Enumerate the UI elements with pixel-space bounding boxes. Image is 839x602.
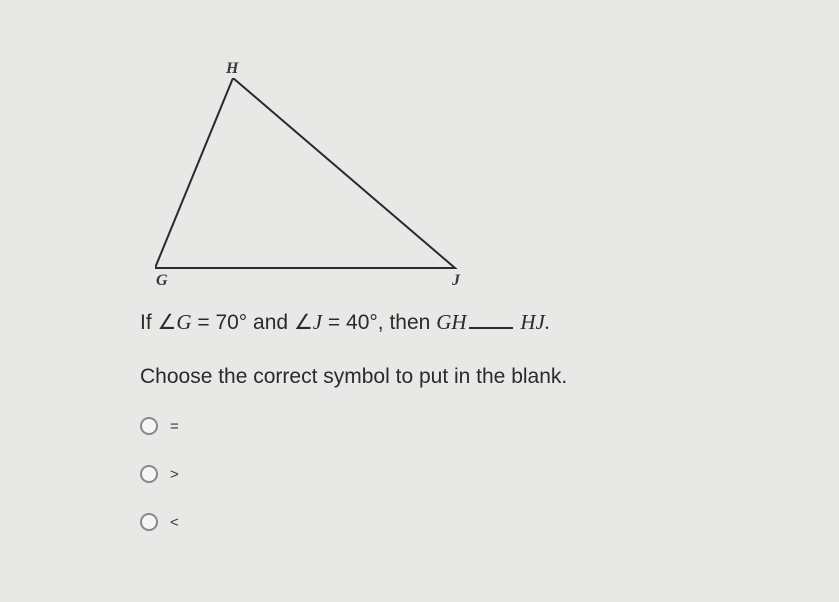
triangle-svg bbox=[155, 78, 475, 278]
angle-var-g: G bbox=[176, 310, 191, 334]
angle-symbol-2: ∠ bbox=[294, 310, 313, 334]
option-symbol-less: < bbox=[170, 514, 179, 531]
triangle-shape bbox=[155, 78, 455, 268]
angle-var-j: J bbox=[313, 310, 322, 334]
side-gh: GH bbox=[436, 310, 466, 334]
radio-icon[interactable] bbox=[140, 513, 158, 531]
text-then: , then bbox=[378, 311, 436, 334]
option-symbol-greater: > bbox=[170, 466, 179, 483]
radio-icon[interactable] bbox=[140, 465, 158, 483]
text-if: If bbox=[140, 311, 158, 334]
radio-icon[interactable] bbox=[140, 417, 158, 435]
option-less[interactable]: < bbox=[140, 513, 790, 531]
question-content: H G J If ∠G = 70° and ∠J = 40°, then GH … bbox=[140, 60, 790, 561]
equals-1: = bbox=[192, 311, 216, 334]
side-hj: HJ. bbox=[520, 310, 550, 334]
question-statement: If ∠G = 70° and ∠J = 40°, then GH HJ. bbox=[140, 308, 790, 337]
vertex-label-j: J bbox=[452, 272, 460, 290]
triangle-figure: H G J bbox=[140, 60, 500, 290]
option-symbol-equals: = bbox=[170, 418, 179, 435]
option-greater[interactable]: > bbox=[140, 465, 790, 483]
angle-symbol-1: ∠ bbox=[158, 310, 177, 334]
angle-val-2: 40° bbox=[346, 311, 378, 334]
vertex-label-h: H bbox=[226, 60, 238, 78]
text-and: and bbox=[247, 311, 294, 334]
vertex-label-g: G bbox=[156, 272, 168, 290]
angle-val-1: 70° bbox=[215, 311, 247, 334]
equals-2: = bbox=[322, 311, 346, 334]
answer-blank bbox=[469, 327, 513, 329]
option-equals[interactable]: = bbox=[140, 417, 790, 435]
instruction-text: Choose the correct symbol to put in the … bbox=[140, 365, 790, 389]
